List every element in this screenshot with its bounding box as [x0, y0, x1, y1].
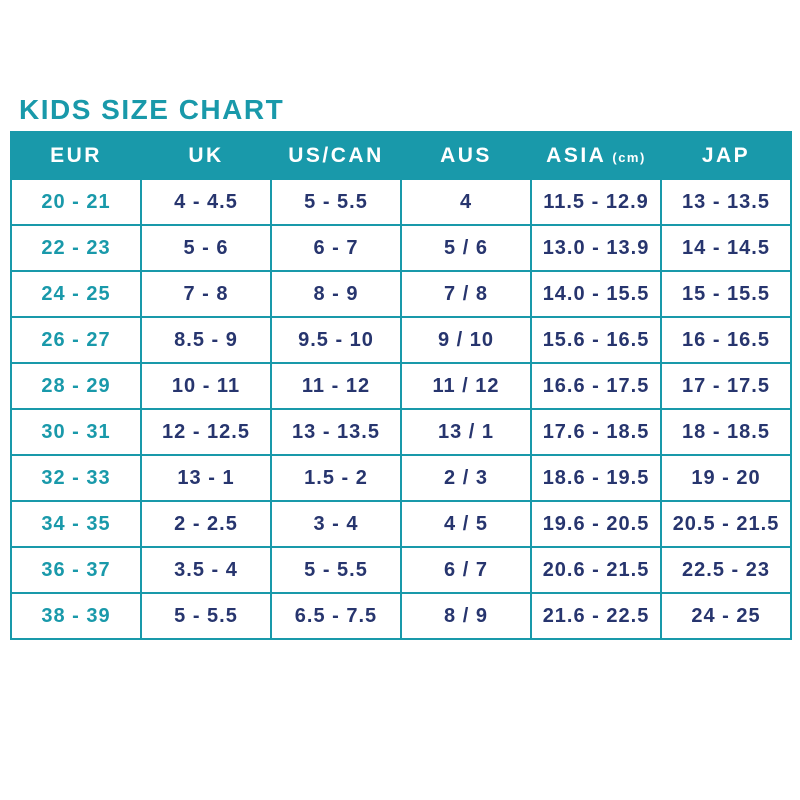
cell-asia: 21.6 - 22.5 [530, 592, 662, 640]
cell-jap: 13 - 13.5 [660, 178, 792, 226]
cell-aus: 8 / 9 [400, 592, 532, 640]
cell-us-can: 8 - 9 [270, 270, 402, 318]
cell-aus: 5 / 6 [400, 224, 532, 272]
cell-jap: 18 - 18.5 [660, 408, 792, 456]
cell-jap: 22.5 - 23 [660, 546, 792, 594]
cell-us-can: 13 - 13.5 [270, 408, 402, 456]
cell-jap: 20.5 - 21.5 [660, 500, 792, 548]
cell-aus: 2 / 3 [400, 454, 532, 502]
cell-eur: 20 - 21 [10, 178, 142, 226]
cell-aus: 9 / 10 [400, 316, 532, 364]
cell-us-can: 11 - 12 [270, 362, 402, 410]
page-title: KIDS SIZE CHART [19, 94, 285, 125]
cell-eur: 36 - 37 [10, 546, 142, 594]
cell-aus: 6 / 7 [400, 546, 532, 594]
cell-aus: 7 / 8 [400, 270, 532, 318]
cell-uk: 10 - 11 [140, 362, 272, 410]
cell-uk: 3.5 - 4 [140, 546, 272, 594]
cell-aus: 13 / 1 [400, 408, 532, 456]
column-header-uk: UK [140, 131, 272, 180]
column-header-asia: ASIA (cm) [530, 131, 662, 180]
cell-uk: 5 - 5.5 [140, 592, 272, 640]
cell-asia: 15.6 - 16.5 [530, 316, 662, 364]
cell-jap: 19 - 20 [660, 454, 792, 502]
cell-uk: 2 - 2.5 [140, 500, 272, 548]
cell-jap: 14 - 14.5 [660, 224, 792, 272]
cell-eur: 24 - 25 [10, 270, 142, 318]
cell-us-can: 3 - 4 [270, 500, 402, 548]
table-body: 20 - 21 4 - 4.5 5 - 5.5 4 11.5 - 12.9 13 - 13… [10, 178, 792, 640]
cell-us-can: 9.5 - 10 [270, 316, 402, 364]
table-row: 26 - 27 8.5 - 9 9.5 - 10 9 / 10 15.6 - 16.5 1… [10, 316, 792, 364]
cell-asia: 18.6 - 19.5 [530, 454, 662, 502]
column-header-us-can: US/CAN [270, 131, 402, 180]
table-row: 30 - 31 12 - 12.5 13 - 13.5 13 / 1 17.6 - 18… [10, 408, 792, 456]
cell-eur: 22 - 23 [10, 224, 142, 272]
column-header-eur: EUR [10, 131, 142, 180]
column-header-label: UK [188, 143, 224, 167]
table-row: 20 - 21 4 - 4.5 5 - 5.5 4 11.5 - 12.9 13 - 13… [10, 178, 792, 226]
cell-uk: 12 - 12.5 [140, 408, 272, 456]
cell-aus: 4 / 5 [400, 500, 532, 548]
cell-uk: 8.5 - 9 [140, 316, 272, 364]
column-header-jap: JAP [660, 131, 792, 180]
cell-uk: 4 - 4.5 [140, 178, 272, 226]
cell-eur: 30 - 31 [10, 408, 142, 456]
cell-asia: 16.6 - 17.5 [530, 362, 662, 410]
cell-jap: 15 - 15.5 [660, 270, 792, 318]
table-header: EUR UK US/CAN AUS ASIA (cm) JAP [10, 131, 792, 180]
column-header-unit: (cm) [612, 149, 646, 165]
cell-asia: 14.0 - 15.5 [530, 270, 662, 318]
cell-aus: 4 [400, 178, 532, 226]
cell-uk: 5 - 6 [140, 224, 272, 272]
header-row: EUR UK US/CAN AUS ASIA (cm) JAP [10, 131, 792, 180]
cell-eur: 34 - 35 [10, 500, 142, 548]
cell-eur: 32 - 33 [10, 454, 142, 502]
cell-eur: 28 - 29 [10, 362, 142, 410]
column-header-label: JAP [701, 143, 751, 167]
cell-us-can: 6.5 - 7.5 [270, 592, 402, 640]
column-header-label: EUR [50, 143, 102, 167]
cell-eur: 26 - 27 [10, 316, 142, 364]
column-header-aus: AUS [400, 131, 532, 180]
cell-aus: 11 / 12 [400, 362, 532, 410]
column-header-label: US/CAN [288, 143, 384, 167]
column-header-label: AUS [440, 143, 492, 167]
cell-us-can: 1.5 - 2 [270, 454, 402, 502]
cell-jap: 17 - 17.5 [660, 362, 792, 410]
cell-asia: 17.6 - 18.5 [530, 408, 662, 456]
table-row: 38 - 39 5 - 5.5 6.5 - 7.5 8 / 9 21.6 - 22.5 2… [10, 592, 792, 640]
cell-us-can: 6 - 7 [270, 224, 402, 272]
cell-uk: 7 - 8 [140, 270, 272, 318]
table-row: 28 - 29 10 - 11 11 - 12 11 / 12 16.6 - 17.5 1… [10, 362, 792, 410]
cell-asia: 20.6 - 21.5 [530, 546, 662, 594]
cell-eur: 38 - 39 [10, 592, 142, 640]
cell-asia: 11.5 - 12.9 [530, 178, 662, 226]
cell-jap: 16 - 16.5 [660, 316, 792, 364]
cell-asia: 13.0 - 13.9 [530, 224, 662, 272]
cell-asia: 19.6 - 20.5 [530, 500, 662, 548]
column-header-label: ASIA [546, 143, 607, 167]
cell-jap: 24 - 25 [660, 592, 792, 640]
cell-us-can: 5 - 5.5 [270, 546, 402, 594]
kids-size-chart-table: EUR UK US/CAN AUS ASIA (cm) JAP 20 - 21 4 - 4.5… [10, 131, 792, 640]
cell-us-can: 5 - 5.5 [270, 178, 402, 226]
cell-uk: 13 - 1 [140, 454, 272, 502]
